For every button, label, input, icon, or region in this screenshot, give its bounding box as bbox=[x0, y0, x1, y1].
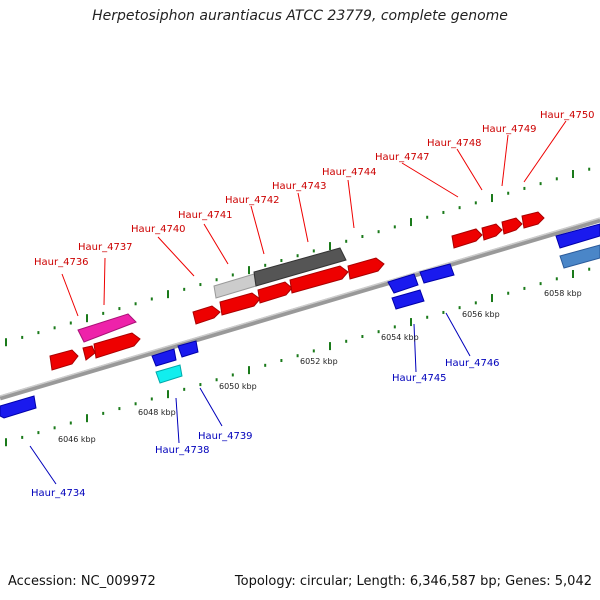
gene-haur-4734[interactable] bbox=[0, 395, 37, 419]
topology-text: Topology: circular; Length: 6,346,587 bp… bbox=[234, 574, 592, 589]
gene-haur-4749[interactable] bbox=[501, 217, 523, 235]
gene-haur-4751-highlight[interactable] bbox=[559, 244, 600, 269]
gene-label: Haur_4742 bbox=[225, 195, 280, 206]
gene-label: Haur_4741 bbox=[178, 210, 233, 221]
gene-haur-4744b[interactable] bbox=[347, 257, 385, 280]
gene-haur-4748[interactable] bbox=[481, 223, 503, 241]
gene-haur-4751[interactable] bbox=[555, 223, 600, 249]
gene-label: Haur_4740 bbox=[131, 224, 186, 235]
gene-haur-4747[interactable] bbox=[451, 228, 483, 249]
gene-haur-4738[interactable] bbox=[151, 348, 177, 367]
gene-haur-4745[interactable] bbox=[387, 273, 419, 294]
scale-label: 6054 kbp bbox=[381, 333, 419, 342]
gene-label: Haur_4745 bbox=[392, 373, 447, 384]
scale-label: 6050 kbp bbox=[219, 382, 257, 391]
gene-label: Haur_4744 bbox=[322, 167, 377, 178]
gene-label: Haur_4736 bbox=[34, 257, 89, 268]
gene-label: Haur_4743 bbox=[272, 181, 327, 192]
scale-label: 6058 kbp bbox=[544, 289, 582, 298]
gene-haur-4739[interactable] bbox=[177, 340, 199, 358]
gene-haur-4736[interactable] bbox=[49, 349, 79, 371]
gene-label: Haur_4746 bbox=[445, 358, 500, 369]
gene-haur-4738-highlight[interactable] bbox=[155, 364, 183, 384]
scale-label: 6056 kbp bbox=[462, 310, 500, 319]
gene-label: Haur_4748 bbox=[427, 138, 482, 149]
gene-label: Haur_4739 bbox=[198, 431, 253, 442]
gene-haur-4750[interactable] bbox=[521, 211, 545, 229]
reverse-gene-track bbox=[0, 223, 600, 419]
genome-backbone-highlight bbox=[0, 217, 600, 397]
scale-label: 6048 kbp bbox=[138, 408, 176, 417]
accession-text: Accession: NC_009972 bbox=[8, 574, 156, 589]
reverse-leader-lines bbox=[29, 312, 471, 485]
gene-haur-4740[interactable] bbox=[93, 332, 141, 359]
scale-label: 6052 kbp bbox=[300, 357, 338, 366]
gene-haur-4743[interactable] bbox=[257, 281, 293, 304]
gene-haur-4746[interactable] bbox=[419, 263, 455, 284]
gene-label: Haur_4737 bbox=[78, 242, 133, 253]
map-title: Herpetosiphon aurantiacus ATCC 23779, co… bbox=[92, 8, 508, 24]
gene-haur-4742[interactable] bbox=[219, 292, 261, 316]
forward-gene-track bbox=[49, 211, 545, 371]
gene-label: Haur_4738 bbox=[155, 445, 210, 456]
gene-haur-4737-highlight[interactable] bbox=[77, 313, 137, 343]
gene-haur-4741[interactable] bbox=[192, 305, 221, 325]
gene-haur-4743-highlight[interactable] bbox=[253, 247, 347, 287]
genome-backbone bbox=[0, 217, 600, 401]
gene-haur-4745b[interactable] bbox=[391, 289, 425, 310]
gene-label: Haur_4750 bbox=[540, 110, 595, 121]
gene-label: Haur_4734 bbox=[31, 488, 86, 499]
tick-tracks bbox=[5, 167, 591, 447]
gene-haur-4737[interactable] bbox=[82, 345, 96, 361]
gene-haur-4744[interactable] bbox=[289, 265, 349, 294]
scale-label: 6046 kbp bbox=[58, 435, 96, 444]
gene-label: Haur_4747 bbox=[375, 152, 430, 163]
forward-leader-lines bbox=[61, 120, 567, 317]
gene-label: Haur_4749 bbox=[482, 124, 537, 135]
